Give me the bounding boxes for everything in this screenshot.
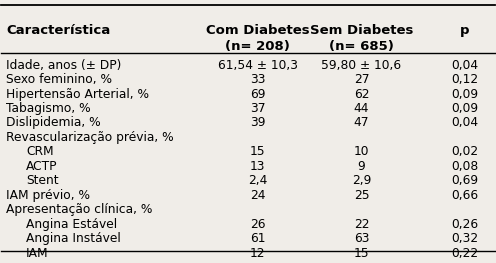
Text: Característica: Característica	[6, 24, 111, 37]
Text: 24: 24	[250, 189, 266, 202]
Text: 12: 12	[250, 247, 266, 260]
Text: 61: 61	[250, 232, 266, 245]
Text: Angina Instável: Angina Instável	[26, 232, 121, 245]
Text: 0,09: 0,09	[451, 88, 479, 100]
Text: p: p	[460, 24, 470, 37]
Text: IAM: IAM	[26, 247, 49, 260]
Text: 0,66: 0,66	[451, 189, 479, 202]
Text: ACTP: ACTP	[26, 160, 58, 173]
Text: 69: 69	[250, 88, 266, 100]
Text: 2,4: 2,4	[248, 174, 267, 188]
Text: 15: 15	[354, 247, 369, 260]
Text: 61,54 ± 10,3: 61,54 ± 10,3	[218, 59, 298, 72]
Text: 63: 63	[354, 232, 369, 245]
Text: Angina Estável: Angina Estável	[26, 218, 117, 231]
Text: 37: 37	[250, 102, 266, 115]
Text: Sexo feminino, %: Sexo feminino, %	[6, 73, 112, 86]
Text: 39: 39	[250, 117, 266, 129]
Text: Dislipidemia, %: Dislipidemia, %	[6, 117, 101, 129]
Text: 15: 15	[250, 145, 266, 159]
Text: Stent: Stent	[26, 174, 59, 188]
Text: 26: 26	[250, 218, 266, 231]
Text: 0,04: 0,04	[451, 117, 479, 129]
Text: 2,9: 2,9	[352, 174, 371, 188]
Text: 59,80 ± 10,6: 59,80 ± 10,6	[321, 59, 401, 72]
Text: Apresentação clínica, %: Apresentação clínica, %	[6, 203, 153, 216]
Text: 0,32: 0,32	[451, 232, 479, 245]
Text: Sem Diabetes
(n= 685): Sem Diabetes (n= 685)	[310, 24, 413, 53]
Text: 62: 62	[354, 88, 369, 100]
Text: 0,09: 0,09	[451, 102, 479, 115]
Text: Tabagismo, %: Tabagismo, %	[6, 102, 91, 115]
Text: 0,08: 0,08	[451, 160, 479, 173]
Text: 47: 47	[354, 117, 369, 129]
Text: 0,26: 0,26	[451, 218, 479, 231]
Text: 0,69: 0,69	[451, 174, 479, 188]
Text: 13: 13	[250, 160, 266, 173]
Text: Hipertensão Arterial, %: Hipertensão Arterial, %	[6, 88, 149, 100]
Text: 9: 9	[358, 160, 366, 173]
Text: IAM prévio, %: IAM prévio, %	[6, 189, 90, 202]
Text: 10: 10	[354, 145, 369, 159]
Text: 25: 25	[354, 189, 369, 202]
Text: CRM: CRM	[26, 145, 54, 159]
Text: Com Diabetes
(n= 208): Com Diabetes (n= 208)	[206, 24, 310, 53]
Text: 0,12: 0,12	[451, 73, 479, 86]
Text: 33: 33	[250, 73, 266, 86]
Text: 0,02: 0,02	[451, 145, 479, 159]
Text: 0,04: 0,04	[451, 59, 479, 72]
Text: Idade, anos (± DP): Idade, anos (± DP)	[6, 59, 122, 72]
Text: 22: 22	[354, 218, 369, 231]
Text: 44: 44	[354, 102, 369, 115]
Text: 27: 27	[354, 73, 369, 86]
Text: 0,22: 0,22	[451, 247, 479, 260]
Text: Revascularização prévia, %: Revascularização prévia, %	[6, 131, 174, 144]
